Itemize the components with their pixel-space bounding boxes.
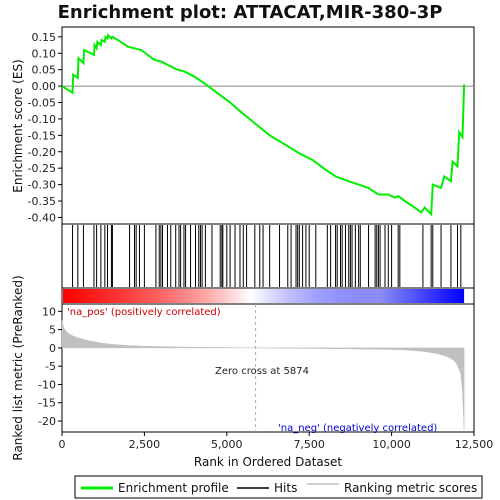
ranking-bar-fill <box>63 289 465 303</box>
metric-ytick-label: -10 <box>38 378 56 391</box>
xtick-label: 10,000 <box>372 438 411 451</box>
metric-ytick-label: 5 <box>49 324 56 337</box>
legend-box <box>74 475 483 499</box>
xtick-label: 2,500 <box>129 438 161 451</box>
es-ytick-label: -0.15 <box>28 129 56 142</box>
metric-ytick-label: -20 <box>38 415 56 428</box>
metric-ytick-label: -5 <box>45 360 56 373</box>
neg-correlated-label: 'na_neg' (negatively correlated) <box>278 423 437 434</box>
chart-title: Enrichment plot: ATTACAT,MIR-380-3P <box>58 2 443 23</box>
hits-panel-frame <box>61 223 475 289</box>
es-ytick-label: -0.20 <box>28 146 56 159</box>
es-ytick-label: 0.05 <box>32 64 57 77</box>
enrichment-panel-frame <box>61 26 475 225</box>
es-ytick-label: -0.35 <box>28 195 56 208</box>
xtick-label: 5,000 <box>211 438 243 451</box>
xtick-label: 12,500 <box>455 438 494 451</box>
metric-axis-title: Ranked list metric (PreRanked) <box>11 275 25 460</box>
es-ytick-label: -0.40 <box>28 211 56 224</box>
ranked-metric-plot <box>61 304 465 432</box>
x-axis-title: Rank in Ordered Dataset <box>194 455 342 469</box>
legend-label-enrichment: Enrichment profile <box>118 481 229 495</box>
axes: 0.15 0.10 0.05 0.00 -0.05 -0.10 -0.15 -0.20 -0.2… <box>28 31 494 451</box>
metric-ytick-label: 10 <box>42 305 56 318</box>
metric-ytick-label: 0 <box>49 342 56 355</box>
es-ytick-label: -0.25 <box>28 162 56 175</box>
es-ytick-label: -0.10 <box>28 113 56 126</box>
legend-label-hits: Hits <box>274 481 297 495</box>
hits-plot <box>72 225 462 287</box>
ranking-color-bar <box>63 289 465 303</box>
es-ytick-label: 0.10 <box>32 47 57 60</box>
es-ytick-label: 0.15 <box>32 31 57 44</box>
es-ytick-label: 0.00 <box>32 80 57 93</box>
legend-label-ranking: Ranking metric scores <box>344 481 477 495</box>
enrichment-plot <box>61 33 474 217</box>
es-axis-title: Enrichment score (ES) <box>11 59 25 192</box>
es-ytick-label: -0.30 <box>28 179 56 192</box>
xtick-label: 0 <box>59 438 66 451</box>
pos-correlated-label: 'na_pos' (positively correlated) <box>67 307 221 318</box>
enrichment-profile-line <box>61 33 466 217</box>
ranking-metric-area <box>61 320 465 431</box>
metric-ytick-label: -15 <box>38 397 56 410</box>
xtick-label: 7,500 <box>293 438 325 451</box>
metric-panel-frame <box>61 303 475 433</box>
es-ytick-label: -0.05 <box>28 97 56 110</box>
zero-cross-label: Zero cross at 5874 <box>215 366 309 377</box>
